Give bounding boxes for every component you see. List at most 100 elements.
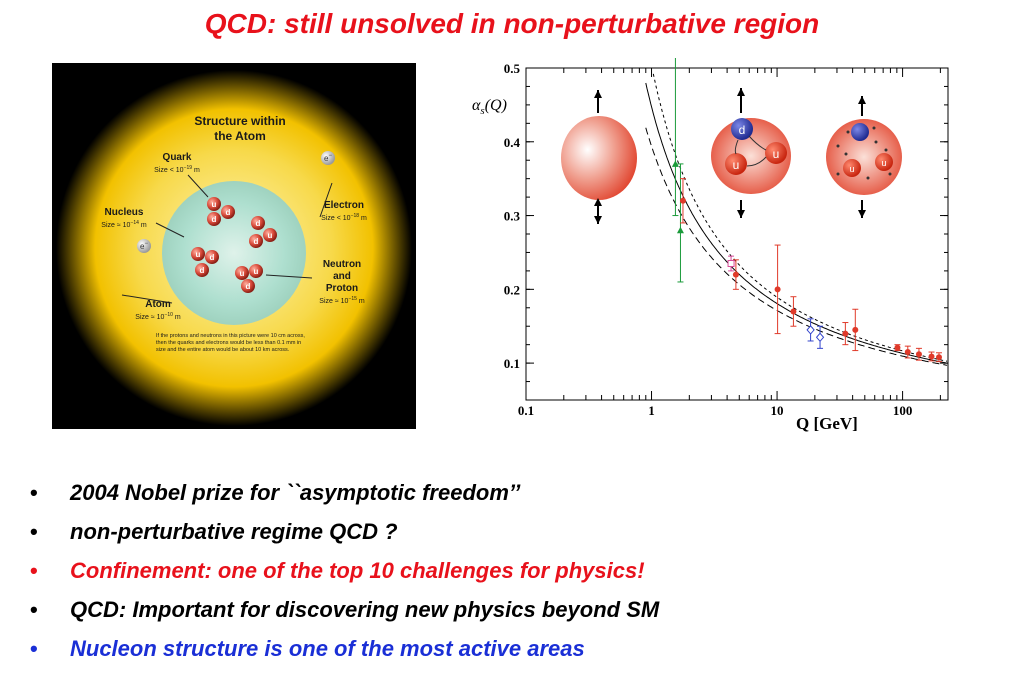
bullet-dot: • xyxy=(30,597,38,622)
electron-symbol: e xyxy=(324,154,329,163)
x-axis: 0.1 1 10 100 xyxy=(518,68,941,418)
electron-top-right: e− xyxy=(321,151,335,165)
x-tick-label: 10 xyxy=(771,403,784,418)
hadron-illustration-2: d u u xyxy=(711,88,791,218)
quark-d: d xyxy=(200,266,205,275)
data-point xyxy=(806,325,815,335)
atom-footnote-line3: size and the entire atom would be about … xyxy=(156,347,290,353)
bullet-text: Nucleon structure is one of the most act… xyxy=(70,636,585,661)
data-point xyxy=(732,271,739,278)
electron-charge: − xyxy=(328,153,332,159)
y-tick-label: 0.5 xyxy=(504,61,521,76)
svg-text:e−: e− xyxy=(140,241,148,251)
bullet-item: • 2004 Nobel prize for ``asymptotic freed… xyxy=(30,473,659,512)
data-point xyxy=(915,351,922,358)
data-point xyxy=(842,330,849,337)
quark-d-label: d xyxy=(739,123,746,137)
electron-label: Electron xyxy=(324,200,364,211)
data-point xyxy=(894,344,901,351)
bullet-dot: • xyxy=(30,519,38,544)
quark-u-label: u xyxy=(849,164,854,174)
data-point xyxy=(815,332,825,343)
data-point xyxy=(679,197,686,204)
nucleus-size: Size ≈ 10−14 m xyxy=(101,220,147,229)
quark-size: Size < 10−19 m xyxy=(154,165,200,174)
data-point xyxy=(928,353,935,360)
qcd-prediction-curves xyxy=(645,73,948,366)
svg-text:e−: e− xyxy=(324,153,332,163)
data-points xyxy=(671,58,943,363)
quark-cluster-2: d u d xyxy=(249,216,277,248)
quark-d: d xyxy=(256,219,261,228)
data-point xyxy=(671,160,679,167)
bullet-item: • Nucleon structure is one of the most ac… xyxy=(30,629,659,668)
x-tick-label: 0.1 xyxy=(518,403,534,418)
bullet-dot: • xyxy=(30,480,38,505)
qcd-curve-central xyxy=(645,82,948,364)
data-point xyxy=(774,286,781,293)
atom-size: Size ≈ 10−10 m xyxy=(135,312,181,321)
qcd-curve-lower xyxy=(645,127,948,366)
y-tick-label: 0.1 xyxy=(504,356,520,371)
quark-u: u xyxy=(268,231,273,240)
quark-u: u xyxy=(254,267,259,276)
data-point xyxy=(790,308,797,315)
data-point xyxy=(676,226,684,234)
alpha-s-chart: 0.5 0.4 0.3 0.2 0.1 0.1 1 10 100 αs(Q) Q [GeV] … xyxy=(466,58,954,436)
atom-footnote-line2: then the quarks and electrons would be l… xyxy=(156,340,301,346)
quark-cluster-4: u u d xyxy=(235,264,263,293)
neutron-label-line3: Proton xyxy=(326,283,358,294)
x-axis-label: Q [GeV] xyxy=(796,414,858,433)
quark-cluster-1: u d d xyxy=(207,197,235,226)
bullet-text: QCD: Important for discovering new physi… xyxy=(70,597,660,622)
data-point xyxy=(727,260,735,268)
quark-d: d xyxy=(226,208,231,217)
atom-footnote-line1: If the protons and neutrons in this pict… xyxy=(156,333,305,339)
quark-u: u xyxy=(240,269,245,278)
electron-size: Size < 10−18 m xyxy=(321,213,367,222)
atom-structure-figure: u d d d u d u d d u u d e− e− xyxy=(52,63,416,429)
quark-u: u xyxy=(212,200,217,209)
quark-d: d xyxy=(212,215,217,224)
hadron-illustration-1 xyxy=(561,90,637,224)
quark-d: d xyxy=(210,253,215,262)
quark-cluster-3: u d d xyxy=(191,247,219,277)
slide-title: QCD: still unsolved in non-perturbative … xyxy=(204,8,820,39)
y-axis: 0.5 0.4 0.3 0.2 0.1 xyxy=(504,61,948,401)
quark-u-label: u xyxy=(773,147,780,161)
atom-heading-line2: the Atom xyxy=(214,129,266,143)
data-point xyxy=(936,354,943,361)
y-tick-label: 0.3 xyxy=(504,209,521,224)
electron-left: e− xyxy=(137,239,151,253)
bullet-item: • QCD: Important for discovering new phys… xyxy=(30,590,659,629)
data-point xyxy=(904,349,911,356)
bullet-text: non-perturbative regime QCD ? xyxy=(70,519,398,544)
neutron-label-line2: and xyxy=(333,271,351,282)
y-tick-label: 0.4 xyxy=(504,135,521,150)
quark-u: u xyxy=(196,250,201,259)
electron-charge: − xyxy=(144,241,148,247)
quark-u-label: u xyxy=(881,158,886,168)
y-axis-label: αs(Q) xyxy=(472,97,507,117)
electron-symbol: e xyxy=(140,242,145,251)
quark-label: Quark xyxy=(163,152,192,163)
neutron-size: Size ≈ 10−15 m xyxy=(319,296,365,305)
bullet-text: 2004 Nobel prize for ``asymptotic freedo… xyxy=(70,480,521,505)
quark-u-label: u xyxy=(733,158,740,172)
atom-label: Atom xyxy=(145,299,171,310)
hadron-illustration-3: u u xyxy=(826,96,902,218)
bullet-text: Confinement: one of the top 10 challenge… xyxy=(70,558,645,583)
nucleus-label: Nucleus xyxy=(105,207,144,218)
x-tick-label: 100 xyxy=(893,403,913,418)
bullet-list: • 2004 Nobel prize for ``asymptotic freed… xyxy=(30,473,659,668)
neutron-label-line1: Neutron xyxy=(323,259,361,270)
atom-heading-line1: Structure within xyxy=(194,114,285,128)
quark-d: d xyxy=(254,237,259,246)
y-tick-label: 0.2 xyxy=(504,282,520,297)
bullet-item: • Confinement: one of the top 10 challeng… xyxy=(30,551,659,590)
quark-d: d xyxy=(246,282,251,291)
qcd-curve-upper xyxy=(652,73,948,362)
bullet-dot: • xyxy=(30,558,38,583)
nucleus-region xyxy=(162,181,306,325)
bullet-dot: • xyxy=(30,636,38,661)
